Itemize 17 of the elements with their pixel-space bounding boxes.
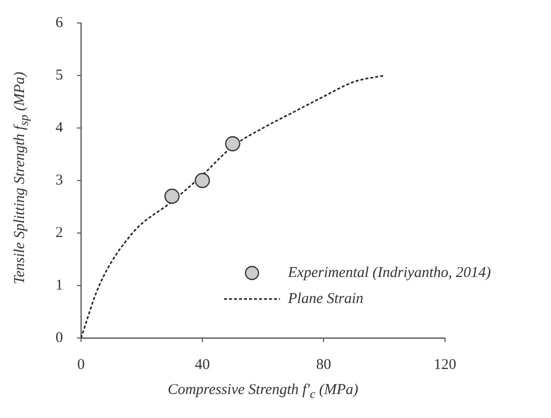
legend-label: Plane Strain (288, 290, 364, 308)
x-axis-title: Compressive Strength f'$_{c}$ (MPa) (168, 382, 358, 402)
legend-label: Experimental (Indriyantho, 2014) (288, 264, 491, 282)
y-tick-label: 6 (56, 14, 64, 31)
point (225, 136, 240, 152)
x-tick-label: 120 (434, 356, 456, 373)
y-tick-label: 0 (56, 330, 63, 346)
y-tick-label: 2 (56, 224, 63, 241)
y-tick-label: 3 (56, 172, 63, 188)
x-tick-label: 40 (194, 356, 210, 373)
y-tick-label: 4 (56, 120, 64, 136)
point (194, 172, 210, 188)
x-tick-label: 0 (77, 356, 85, 373)
point (164, 188, 180, 204)
x-tick-label: 80 (316, 356, 332, 373)
y-tick-label: 1 (56, 277, 63, 294)
y-tick-label: 5 (56, 67, 63, 84)
